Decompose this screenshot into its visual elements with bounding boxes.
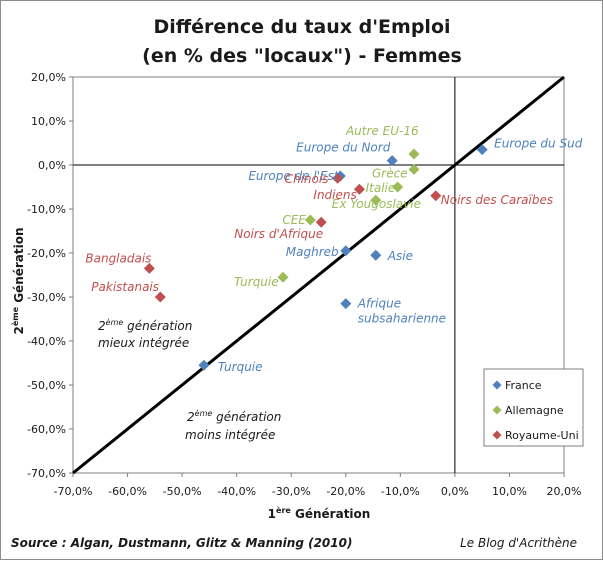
data-label: Europe du Nord <box>296 141 391 155</box>
data-label: Afrique subsaharienne <box>357 297 446 326</box>
chart-title-line-2: (en % des "locaux") - Femmes <box>142 45 462 67</box>
data-label: Turquie <box>218 360 263 374</box>
annotation-worse-line-1: 2ème génération <box>187 408 281 424</box>
tick-labels: -70,0% -60,0% -50,0% -40,0% -30,0% -20,0% -10,… <box>27 71 581 498</box>
axes-layer <box>72 76 565 474</box>
y-tick-label: -30,0% <box>27 291 66 304</box>
data-point <box>154 291 166 303</box>
data-point <box>408 148 420 160</box>
data-point <box>277 271 289 283</box>
x-tick-label: -50,0% <box>163 485 202 498</box>
source-credit: Source : Algan, Dustmann, Glitz & Mannin… <box>11 536 352 550</box>
legend-marker <box>492 430 502 440</box>
data-point <box>304 214 316 226</box>
data-label: Europe du Sud <box>494 137 583 151</box>
legend-entry: Allemagne <box>505 404 564 417</box>
x-tick-label: -20,0% <box>326 485 365 498</box>
data-label: Europe de l'Est <box>248 169 340 183</box>
x-tick-label: -70,0% <box>54 485 93 498</box>
data-label: Indiens <box>313 188 356 202</box>
x-axis-title: 1ère Génération <box>268 505 371 521</box>
y-tick-label: -70,0% <box>27 467 66 480</box>
y-tick-label: -20,0% <box>27 247 66 260</box>
y-tick-label: -50,0% <box>27 379 66 392</box>
x-tick-label: -30,0% <box>272 485 311 498</box>
data-point <box>198 359 210 371</box>
data-label: Turquie <box>234 275 279 289</box>
data-label: Noirs d'Afrique <box>234 227 323 241</box>
point-labels: Europe du Nord Europe du Sud Europe de l'E… <box>85 124 582 374</box>
legend-entry: Royaume-Uni <box>505 429 579 442</box>
data-label: Italie <box>366 181 396 195</box>
data-label: Autre EU-16 <box>345 124 419 138</box>
data-point <box>340 245 352 257</box>
data-label: Asie <box>387 249 413 263</box>
data-point <box>392 181 404 193</box>
x-tick-label: -40,0% <box>217 485 256 498</box>
data-label: Grèce <box>372 166 408 180</box>
data-label: Pakistanais <box>91 280 159 294</box>
plot-area <box>72 76 565 474</box>
y-axis-title: 2ème Génération <box>10 227 26 334</box>
y-tick-label: 10,0% <box>31 115 66 128</box>
data-label: Ex Yougoslavie <box>332 197 421 211</box>
x-tick-label: -60,0% <box>108 485 147 498</box>
data-points <box>143 144 488 371</box>
x-tick-label: -10,0% <box>381 485 420 498</box>
data-label: Maghreb <box>286 245 339 259</box>
legend: France Allemagne Royaume-Uni <box>483 368 584 447</box>
data-point <box>386 155 398 167</box>
data-label: Noirs des Caraïbes <box>441 193 553 207</box>
annotation-better-line-2: mieux intégrée <box>98 336 189 350</box>
data-label: CEE <box>282 213 306 227</box>
blog-credit: Le Blog d'Acrithène <box>460 536 577 550</box>
x-tick-label: 20,0% <box>547 485 582 498</box>
data-point <box>332 172 344 184</box>
y-tick-label: 0,0% <box>38 159 66 172</box>
data-point <box>430 190 442 202</box>
annotation-better-line-1: 2ème génération <box>98 317 192 333</box>
legend-entry: France <box>505 379 542 392</box>
y-tick-label: -40,0% <box>27 335 66 348</box>
x-tick-label: 10,0% <box>492 485 527 498</box>
data-point <box>370 249 382 261</box>
data-label: Bangladais <box>85 251 151 265</box>
chart-title-line-1: Différence du taux d'Emploi <box>153 16 450 38</box>
legend-marker <box>492 405 502 415</box>
data-point <box>408 163 420 175</box>
data-label: Chinois <box>285 172 329 186</box>
data-point <box>476 144 488 156</box>
annotation-worse-line-2: moins intégrée <box>185 428 275 442</box>
data-point <box>143 262 155 274</box>
diagonal-line <box>72 75 565 475</box>
data-point <box>353 183 365 195</box>
legend-marker <box>492 380 502 390</box>
data-point <box>315 216 327 228</box>
x-tick-label: 0,0% <box>441 485 469 498</box>
y-tick-label: -10,0% <box>27 203 66 216</box>
data-point <box>340 298 352 310</box>
y-tick-label: -60,0% <box>27 423 66 436</box>
y-tick-label: 20,0% <box>31 71 66 84</box>
data-point <box>370 194 382 206</box>
diagonal-line-layer <box>72 75 565 475</box>
